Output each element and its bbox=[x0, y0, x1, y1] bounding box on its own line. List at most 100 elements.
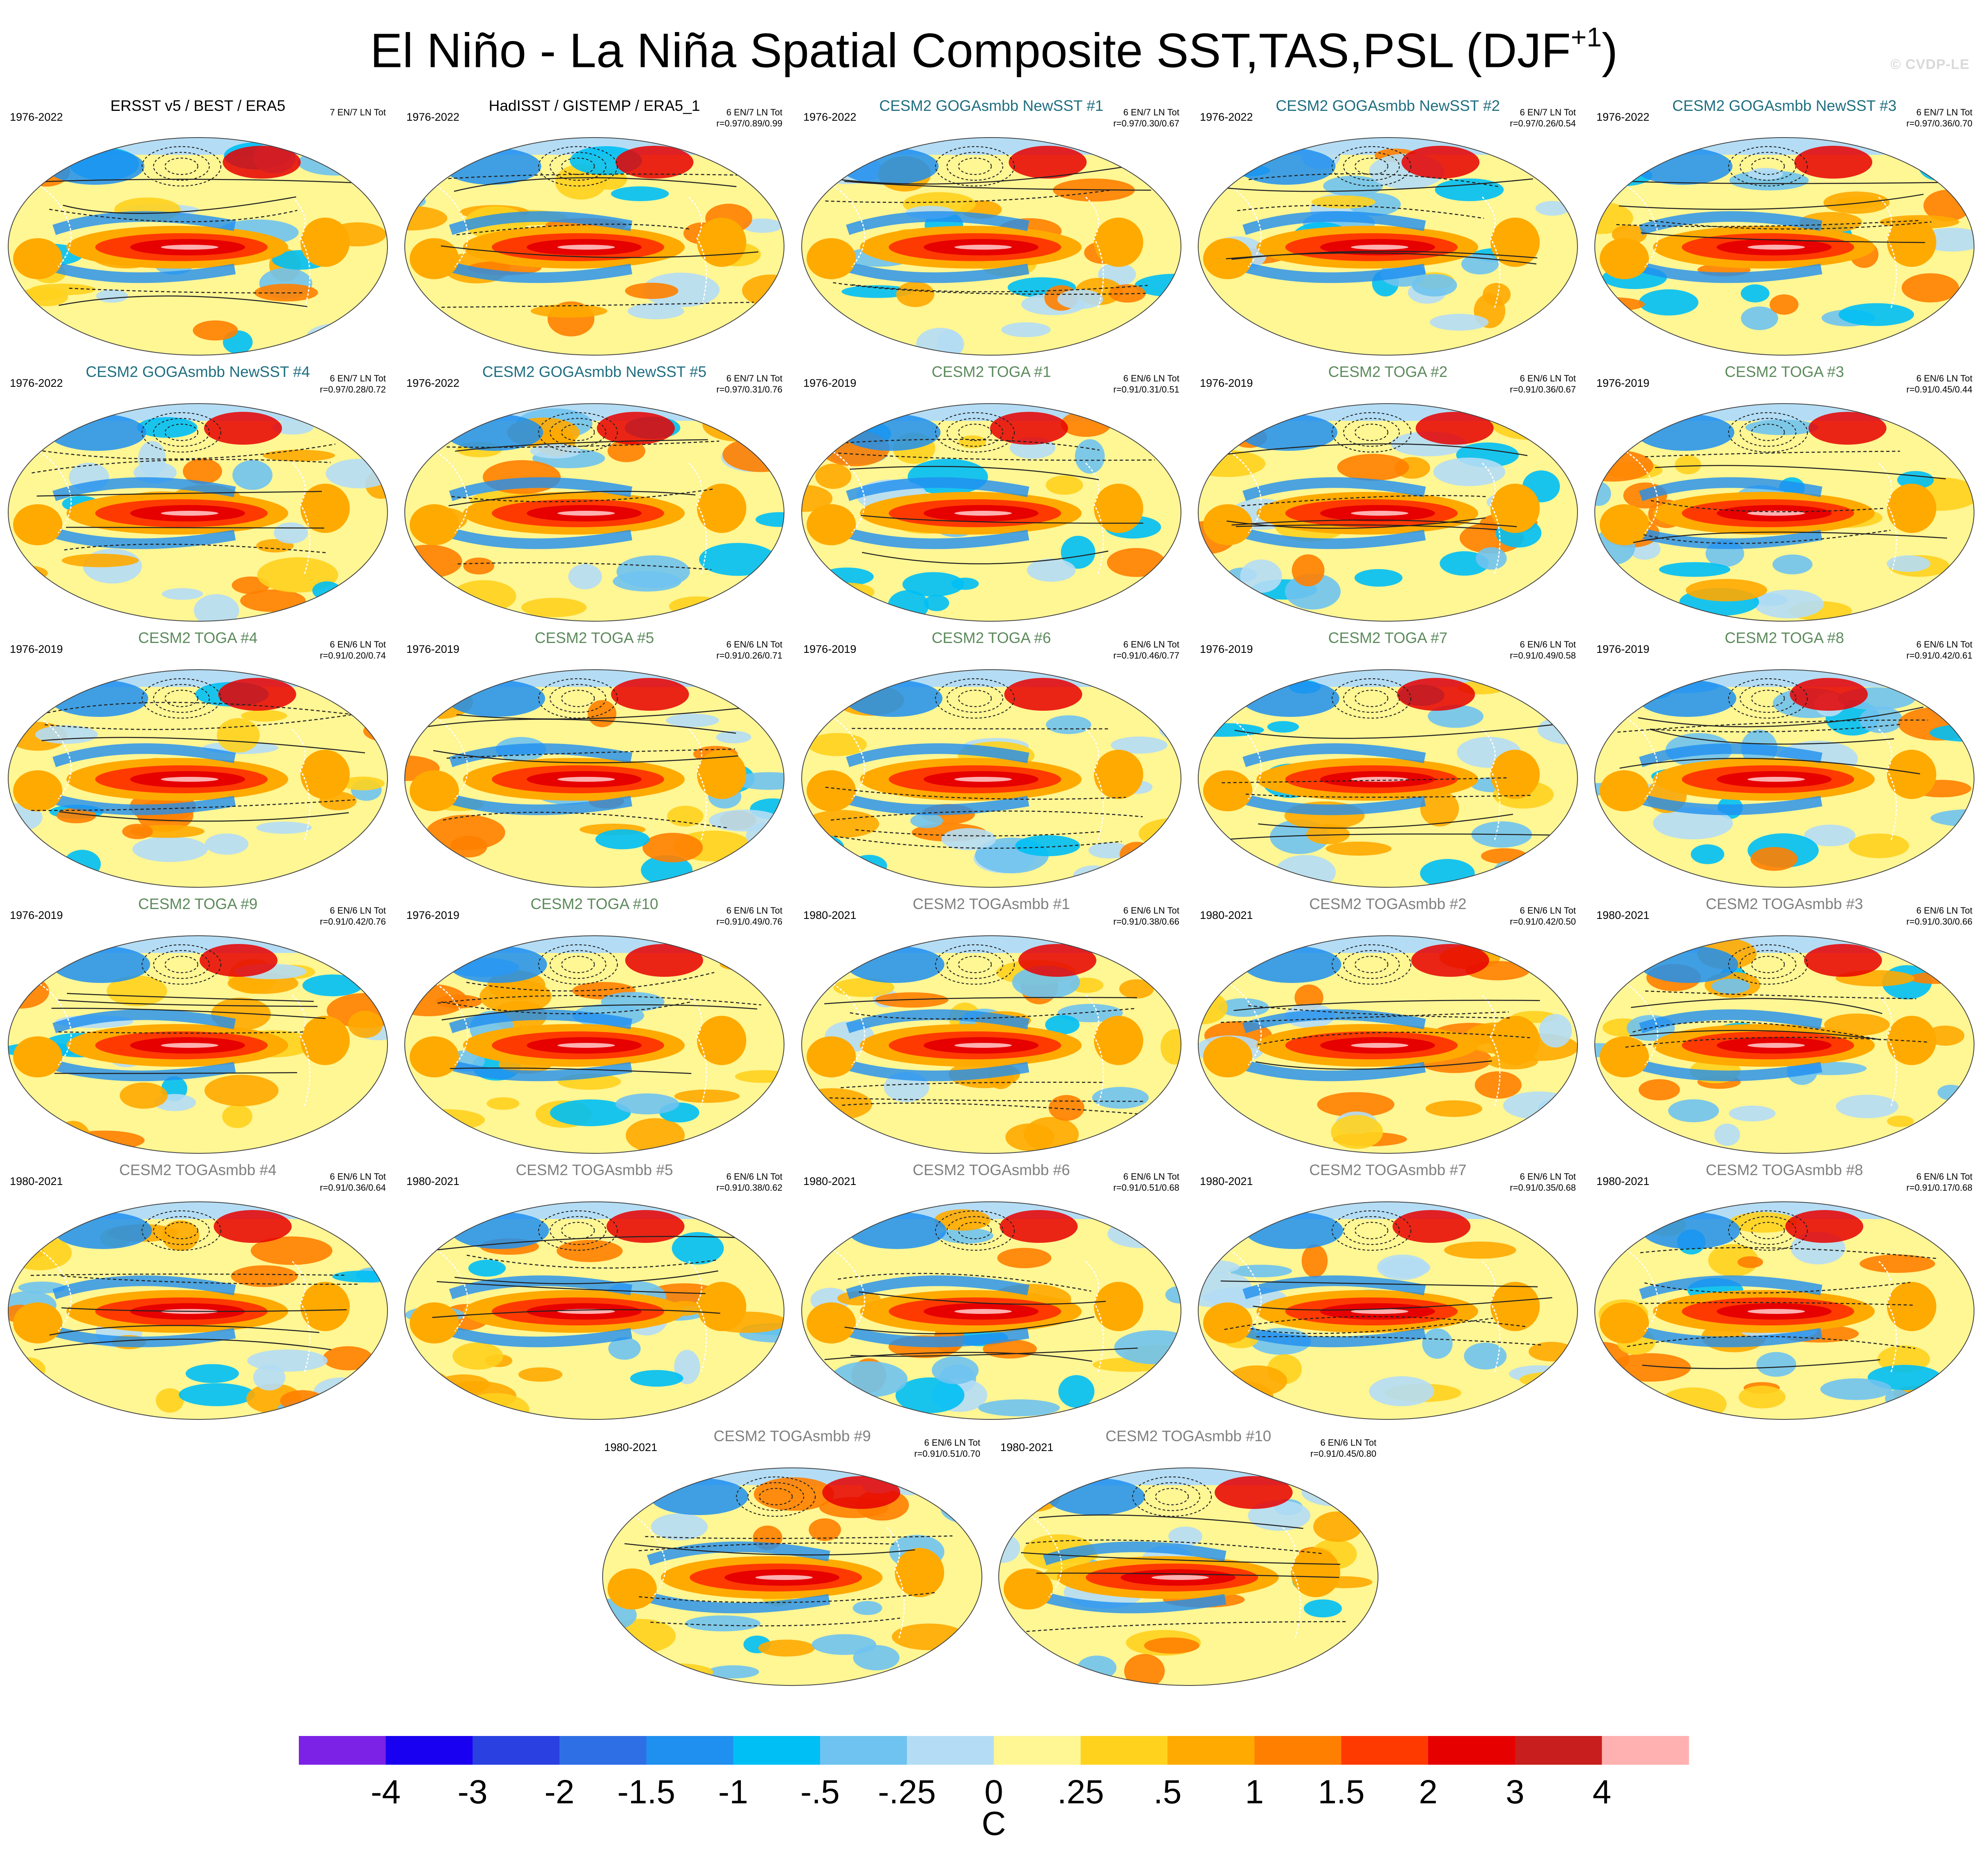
map-psl-contour bbox=[1638, 707, 1924, 728]
map-nh-warm-patch bbox=[596, 412, 675, 445]
map-anomaly-blob bbox=[978, 1399, 1060, 1417]
colorbar-tick-label: 2 bbox=[1419, 1773, 1438, 1811]
map-anomaly-blob bbox=[1226, 1365, 1287, 1396]
map-panel: CESM2 TOGAsmbb #8 1980-2021 6 EN/6 LN Tot r… bbox=[1591, 1159, 1977, 1426]
panel-event-count: 6 EN/7 LN Tot bbox=[1123, 107, 1179, 117]
map-aleutian-low-contour bbox=[561, 157, 595, 175]
map-indian-warm bbox=[410, 504, 459, 545]
map-anomaly-blob bbox=[1737, 1256, 1763, 1268]
map-anomaly-blob bbox=[1057, 289, 1103, 309]
map-coastline bbox=[291, 462, 311, 574]
map-anomaly-blob bbox=[733, 772, 784, 790]
map-svg bbox=[404, 935, 784, 1154]
panel-event-info: 6 EN/6 LN Tot r=0.91/0.45/0.80 bbox=[1310, 1437, 1376, 1459]
map-panel: CESM2 TOGAsmbb #4 1980-2021 6 EN/6 LN Tot r… bbox=[5, 1159, 391, 1426]
map-horseshoe-south bbox=[449, 262, 633, 283]
panel-event-count: 6 EN/6 LN Tot bbox=[924, 1437, 980, 1448]
map-frame bbox=[404, 669, 784, 888]
map-svg bbox=[801, 669, 1181, 888]
panel-title: CESM2 TOGA #9 bbox=[138, 896, 258, 912]
map-psl-contour bbox=[31, 443, 336, 460]
map-anomaly-blob bbox=[1711, 978, 1750, 994]
map-atlantic-warm bbox=[697, 1016, 746, 1065]
map-panel: CESM2 TOGA #8 1976-2019 6 EN/6 LN Tot r=0.9… bbox=[1591, 627, 1977, 893]
panel-event-count: 6 EN/6 LN Tot bbox=[1520, 1171, 1576, 1182]
map-panel: CESM2 TOGAsmbb #9 1980-2021 6 EN/6 LN Tot r… bbox=[599, 1425, 985, 1692]
map-anomaly-blob bbox=[1474, 1071, 1522, 1099]
map-psl-contour bbox=[858, 1291, 1106, 1305]
map-psl-contour bbox=[825, 189, 1111, 203]
map-nh-warm-patch bbox=[1000, 1210, 1078, 1243]
map-nh-cold-patch bbox=[51, 946, 150, 983]
map-coastline bbox=[291, 728, 311, 840]
map-svg bbox=[801, 137, 1181, 356]
panel-period: 1976-2019 bbox=[803, 643, 857, 655]
map-svg bbox=[1594, 137, 1974, 356]
map-aleutian-low-contour bbox=[1751, 423, 1785, 441]
map-aleutian-low-contour bbox=[935, 1210, 1015, 1251]
map-arctic-band bbox=[1198, 404, 1578, 421]
map-horseshoe-south bbox=[846, 1326, 1030, 1348]
map-anomaly-blob bbox=[254, 284, 318, 302]
panel-period: 1980-2021 bbox=[1596, 1175, 1650, 1187]
panel-title: CESM2 TOGA #2 bbox=[1328, 363, 1448, 380]
map-aleutian-low-contour bbox=[1343, 418, 1400, 447]
panel-period: 1980-2021 bbox=[406, 1175, 460, 1187]
map-anomaly-blob bbox=[802, 1369, 825, 1394]
panel-event-count: 6 EN/6 LN Tot bbox=[1123, 373, 1179, 383]
map-anomaly-blob bbox=[642, 273, 720, 308]
map-frame bbox=[8, 935, 388, 1154]
map-anomaly-blob bbox=[615, 1093, 679, 1115]
map-anomaly-blob bbox=[809, 1518, 841, 1541]
map-enso-peak bbox=[954, 245, 1012, 250]
panel-event-info: 6 EN/6 LN Tot r=0.91/0.46/0.77 bbox=[1113, 639, 1179, 661]
panel-title: CESM2 TOGA #6 bbox=[931, 629, 1051, 646]
panel-pattern-correlation: r=0.91/0.38/0.62 bbox=[716, 1183, 782, 1193]
map-anomaly-blob bbox=[8, 848, 41, 861]
map-anomaly-blob bbox=[1301, 1478, 1369, 1506]
map-anomaly-blob bbox=[1110, 736, 1168, 754]
map-anomaly-blob bbox=[910, 813, 943, 828]
map-psl-contour bbox=[441, 1001, 690, 1015]
map-coastline bbox=[1481, 994, 1501, 1107]
map-anomaly-blob bbox=[1346, 1506, 1378, 1520]
map-svg bbox=[404, 1201, 784, 1420]
map-aleutian-low-contour bbox=[141, 412, 222, 453]
panel-pattern-correlation: r=0.97/0.28/0.72 bbox=[320, 384, 386, 395]
panel-pattern-correlation: r=0.97/0.26/0.54 bbox=[1510, 118, 1576, 129]
map-aleutian-low-contour bbox=[141, 146, 222, 187]
map-anomaly-blob bbox=[1595, 330, 1644, 353]
map-anomaly-blob bbox=[1848, 833, 1909, 859]
map-horseshoe-south bbox=[1043, 1592, 1227, 1614]
map-anomaly-blob bbox=[162, 1220, 199, 1251]
map-anomaly-blob bbox=[1156, 853, 1181, 875]
map-anomaly-blob bbox=[1750, 847, 1798, 871]
map-anomaly-blob bbox=[1674, 455, 1701, 475]
map-anomaly-blob bbox=[851, 855, 887, 877]
map-anomaly-blob bbox=[1901, 273, 1959, 303]
map-horseshoe-south bbox=[846, 528, 1030, 549]
map-anomaly-blob bbox=[12, 410, 52, 435]
map-nh-warm-patch bbox=[606, 1210, 685, 1243]
title-superscript: +1 bbox=[1571, 22, 1602, 52]
map-anomaly-blob bbox=[521, 598, 587, 618]
map-anomaly-blob bbox=[807, 733, 867, 756]
map-psl-contour bbox=[64, 544, 327, 553]
map-aleutian-low-contour bbox=[1343, 1216, 1400, 1245]
colorbar-swatch bbox=[472, 1736, 560, 1765]
map-nh-warm-patch bbox=[1009, 146, 1087, 179]
map-psl-contour bbox=[1651, 500, 1886, 512]
panel-event-count: 6 EN/6 LN Tot bbox=[1916, 1171, 1972, 1182]
map-anomaly-blob bbox=[1938, 154, 1974, 175]
map-frame bbox=[8, 1201, 388, 1420]
map-anomaly-blob bbox=[1836, 1095, 1899, 1118]
map-psl-contour bbox=[1633, 531, 1947, 543]
colorbar-tick-label: -3 bbox=[457, 1773, 488, 1811]
map-horseshoe-north bbox=[1639, 211, 1823, 235]
map-atlantic-warm bbox=[300, 1016, 350, 1065]
map-atlantic-warm bbox=[1094, 218, 1143, 267]
map-atlantic-warm bbox=[300, 484, 350, 533]
map-anomaly-blob bbox=[902, 572, 964, 597]
map-anomaly-blob bbox=[9, 1357, 46, 1382]
panel-period: 1976-2022 bbox=[10, 111, 63, 123]
